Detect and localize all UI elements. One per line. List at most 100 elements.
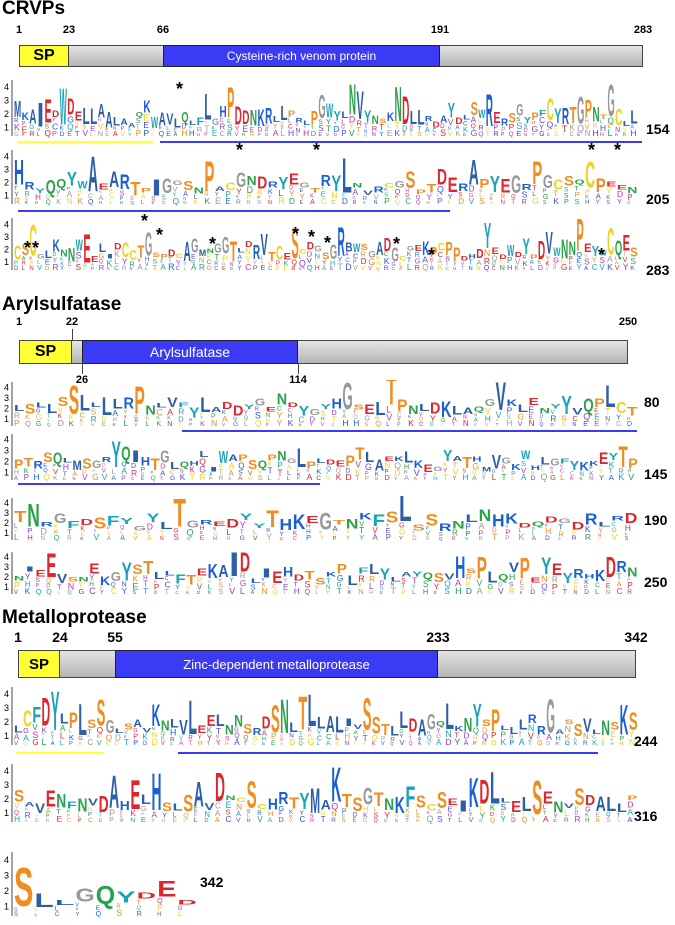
logo-minor-letter: R [46,818,50,824]
logo-letter: P [627,796,637,802]
logo-letter: E [424,463,434,475]
logo-minor-letter: D [35,200,38,205]
tick-1: 1 [14,629,22,645]
logo-minor-letter: D [346,467,351,474]
logo-minor-letter: Y [605,422,609,428]
logo-minor-letter: A [268,817,273,824]
logo-letter: D [307,240,314,252]
logo-minor-letter: H [288,413,293,420]
logo-letter: T [333,521,347,527]
logo-minor-letter: C [120,813,123,818]
logo-minor-letter: R [99,263,105,272]
logo-minor-letter: Y [245,254,251,264]
logo-minor-letter: K [80,525,85,532]
logo-minor-letter: K [553,196,559,206]
logo-minor-letter: P [386,533,391,542]
logo-minor-letter: K [619,472,625,482]
logo-letter: D [437,164,447,189]
logo-letter: N [277,392,287,409]
logo-minor-letter: K [208,590,212,596]
logo-letter: S [14,856,33,918]
logo-minor-letter: R [376,256,380,262]
logo-minor-letter: G [298,736,302,742]
logo-minor-letter: L [208,582,212,591]
logo-minor-letter: C [345,257,350,264]
logo-minor-letter: D [345,262,351,272]
logo-minor-letter: H [99,189,102,194]
logo-minor-letter: L [315,590,319,596]
logo-minor-letter: Y [123,409,127,416]
logo-letter: C [122,239,129,262]
logo-minor-letter: Q [121,461,126,468]
logo-minor-letter: R [372,124,378,133]
logo-minor-letter: S [255,411,261,421]
logo-minor-letter: S [625,536,629,542]
logo-minor-letter: P [569,261,572,266]
logo-minor-letter: G [29,124,34,131]
logo-letter: C [607,222,614,264]
y-axis-label: 3 [4,165,9,175]
logo-minor-letter: K [502,469,505,474]
logo-minor-letter: T [277,468,283,478]
logo-letter: V [564,803,575,810]
logo-minor-letter: P [365,476,369,482]
logo-minor-letter: A [273,128,279,138]
logo-minor-letter: N [152,726,155,731]
logo-minor-letter: N [629,737,635,747]
logo-minor-letter: Y [443,467,448,474]
logo-minor-letter: T [482,476,485,481]
logo-letter: Y [244,405,254,411]
logo-minor-letter: L [280,129,285,138]
logo-minor-letter: Y [319,533,324,542]
logo-minor-letter: E [215,196,221,206]
logo-minor-letter: L [625,531,628,537]
logo-minor-letter: Y [229,577,234,584]
logo-minor-letter: P [564,197,569,206]
logo-minor-letter: T [424,476,427,481]
logo-minor-letter: T [448,818,452,824]
logo-letter: N [280,690,289,744]
logo-letter: A [376,238,383,259]
logo-minor-letter: K [363,200,366,205]
logo-minor-letter: R [352,200,356,206]
logo-letter: W [60,79,67,137]
domain-underline [18,483,320,485]
logo-minor-letter: Y [346,535,351,542]
logo-minor-letter: P [569,256,573,263]
logo-letter: S [94,516,107,533]
logo-minor-letter: Y [173,193,177,199]
logo-minor-letter: V [133,536,137,542]
logo-minor-letter: N [364,128,368,134]
logo-minor-letter: K [584,579,589,586]
logo-letter: L [55,898,77,907]
logo-minor-letter: N [376,261,381,268]
logo-letter: T [619,441,628,474]
logo-letter: L [289,719,298,735]
logo-minor-letter: T [445,262,449,268]
logo-minor-letter: D [575,810,579,816]
logo-letter: F [539,108,546,118]
logo-minor-letter: P [473,741,477,747]
logo-minor-letter: R [67,535,72,542]
logo-minor-letter: E [143,120,149,130]
logo-minor-letter: V [236,817,241,824]
logo-letter: F [358,566,368,576]
logo-minor-letter: K [106,258,112,268]
logo-minor-letter: N [331,809,336,818]
logo-letter: E [272,569,282,587]
logo-minor-letter: E [174,127,177,132]
logo-minor-letter: A [437,809,442,816]
logo-minor-letter: Q [46,578,51,584]
logo-minor-letter: V [414,468,420,478]
logo-letter: W [151,115,159,132]
logo-minor-letter: H [198,740,203,747]
logo-minor-letter: N [395,814,399,820]
logo-minor-letter: G [178,905,183,912]
logo-minor-letter: P [341,129,346,138]
logo-minor-letter: P [121,475,126,482]
logo-minor-letter: T [316,463,319,469]
logo-letter: E [89,561,100,577]
logo-minor-letter: R [592,121,598,130]
logo-letter: L [45,249,53,261]
logo-letter: L [189,121,197,127]
